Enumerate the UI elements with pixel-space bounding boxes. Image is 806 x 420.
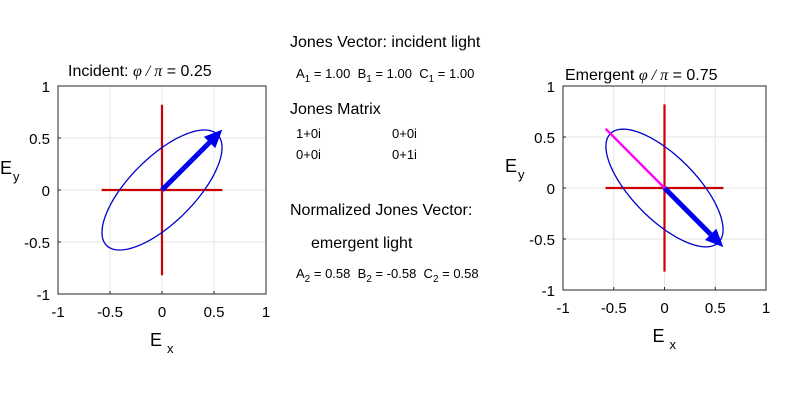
- incident-ytick-label: 1: [42, 79, 50, 96]
- incident-jones-heading: Jones Vector: incident light: [290, 34, 481, 51]
- emergent-title-value: = 0.75: [668, 67, 717, 84]
- incident-ylabel-sub: y: [13, 169, 20, 184]
- incident-b-value: = 1.00: [375, 66, 412, 81]
- incident-a-sub: 1: [304, 74, 311, 85]
- incident-xtick-label: 0: [158, 304, 166, 321]
- emergent-field-arrow-head: [705, 228, 724, 248]
- matrix-cell-11: 1+0i: [296, 126, 321, 141]
- emergent-ytick-label: -0.5: [529, 232, 555, 249]
- matrix-cell-21: 0+0i: [296, 147, 321, 162]
- incident-xtick-label: -0.5: [97, 304, 123, 321]
- incident-b-label: B: [357, 66, 367, 81]
- incident-field-arrow-head: [203, 129, 223, 149]
- jones-matrix-heading: Jones Matrix: [290, 101, 381, 118]
- incident-c-label: C: [419, 66, 429, 81]
- incident-a-value: = 1.00: [313, 66, 351, 81]
- emergent-xlabel: E: [652, 326, 664, 346]
- matrix-cell-12: 0+0i: [392, 126, 417, 141]
- incident-title: Incident: φ / π = 0.25: [68, 63, 212, 80]
- emergent-ylabel: E: [505, 156, 517, 176]
- incident-b-sub: 1: [366, 74, 372, 85]
- emergent-a-label: A: [296, 266, 305, 281]
- incident-c-sub: 1: [428, 74, 435, 85]
- incident-ytick-label: 0: [42, 183, 50, 200]
- incident-xlabel-sub: x: [167, 341, 174, 356]
- normalized-jones-heading: Normalized Jones Vector:: [290, 202, 473, 219]
- incident-title-phi: φ / π: [133, 63, 163, 80]
- incident-field-arrow-shaft: [160, 140, 212, 192]
- emergent-ytick-label: 1: [547, 79, 555, 96]
- incident-xlabel: E: [150, 330, 162, 350]
- emergent-a-sub: 2: [304, 274, 311, 285]
- incident-polarization-ellipse: [101, 129, 223, 251]
- emergent-xtick-label: 1: [762, 300, 770, 317]
- incident-title-value: = 0.25: [162, 63, 211, 80]
- emergent-xtick-label: 0: [660, 300, 668, 317]
- incident-xtick-label: 0.5: [204, 304, 225, 321]
- emergent-xtick-label: 0.5: [705, 300, 726, 317]
- emergent-xtick-label: -1: [556, 300, 569, 317]
- emergent-b-sub: 2: [366, 274, 372, 285]
- emergent-light-heading: emergent light: [311, 235, 413, 252]
- emergent-magenta-line: [604, 127, 666, 189]
- emergent-title: Emergent φ / π = 0.75: [565, 67, 718, 84]
- emergent-field-arrow-shaft: [662, 186, 713, 237]
- emergent-ytick-label: 0: [547, 181, 555, 198]
- emergent-b-value: = -0.58: [375, 266, 417, 281]
- incident-xtick-label: -1: [51, 304, 64, 321]
- incident-ytick-label: -0.5: [24, 235, 50, 252]
- matrix-cell-22: 0+1i: [392, 147, 417, 162]
- emergent-ytick-label: 0.5: [534, 130, 555, 147]
- incident-c-value: = 1.00: [437, 66, 475, 81]
- emergent-polarization-ellipse: [605, 128, 724, 248]
- emergent-a-value: = 0.58: [313, 266, 351, 281]
- emergent-c-value: = 0.58: [442, 266, 479, 281]
- emergent-xlabel-sub: x: [670, 337, 677, 352]
- emergent-title-phi: φ / π: [639, 67, 669, 84]
- emergent-c-sub: 2: [432, 274, 439, 285]
- incident-ytick-label: -1: [37, 287, 50, 304]
- emergent-xtick-label: -0.5: [601, 300, 627, 317]
- incident-xtick-label: 1: [262, 304, 270, 321]
- emergent-ytick-label: -1: [542, 283, 555, 300]
- emergent-ylabel-sub: y: [518, 167, 525, 182]
- emergent-title-prefix: Emergent: [565, 67, 639, 84]
- emergent-b-label: B: [357, 266, 367, 281]
- incident-a-label: A: [296, 66, 305, 81]
- incident-ytick-label: 0.5: [29, 131, 50, 148]
- incident-ylabel: E: [0, 158, 12, 178]
- emergent-c-label: C: [423, 266, 433, 281]
- emergent-jones-values: A2 = 0.58 B2 = -0.58 C2 = 0.58: [296, 266, 479, 285]
- incident-title-prefix: Incident:: [68, 63, 133, 80]
- incident-jones-values: A1 = 1.00 B1 = 1.00 C1 = 1.00: [296, 66, 474, 85]
